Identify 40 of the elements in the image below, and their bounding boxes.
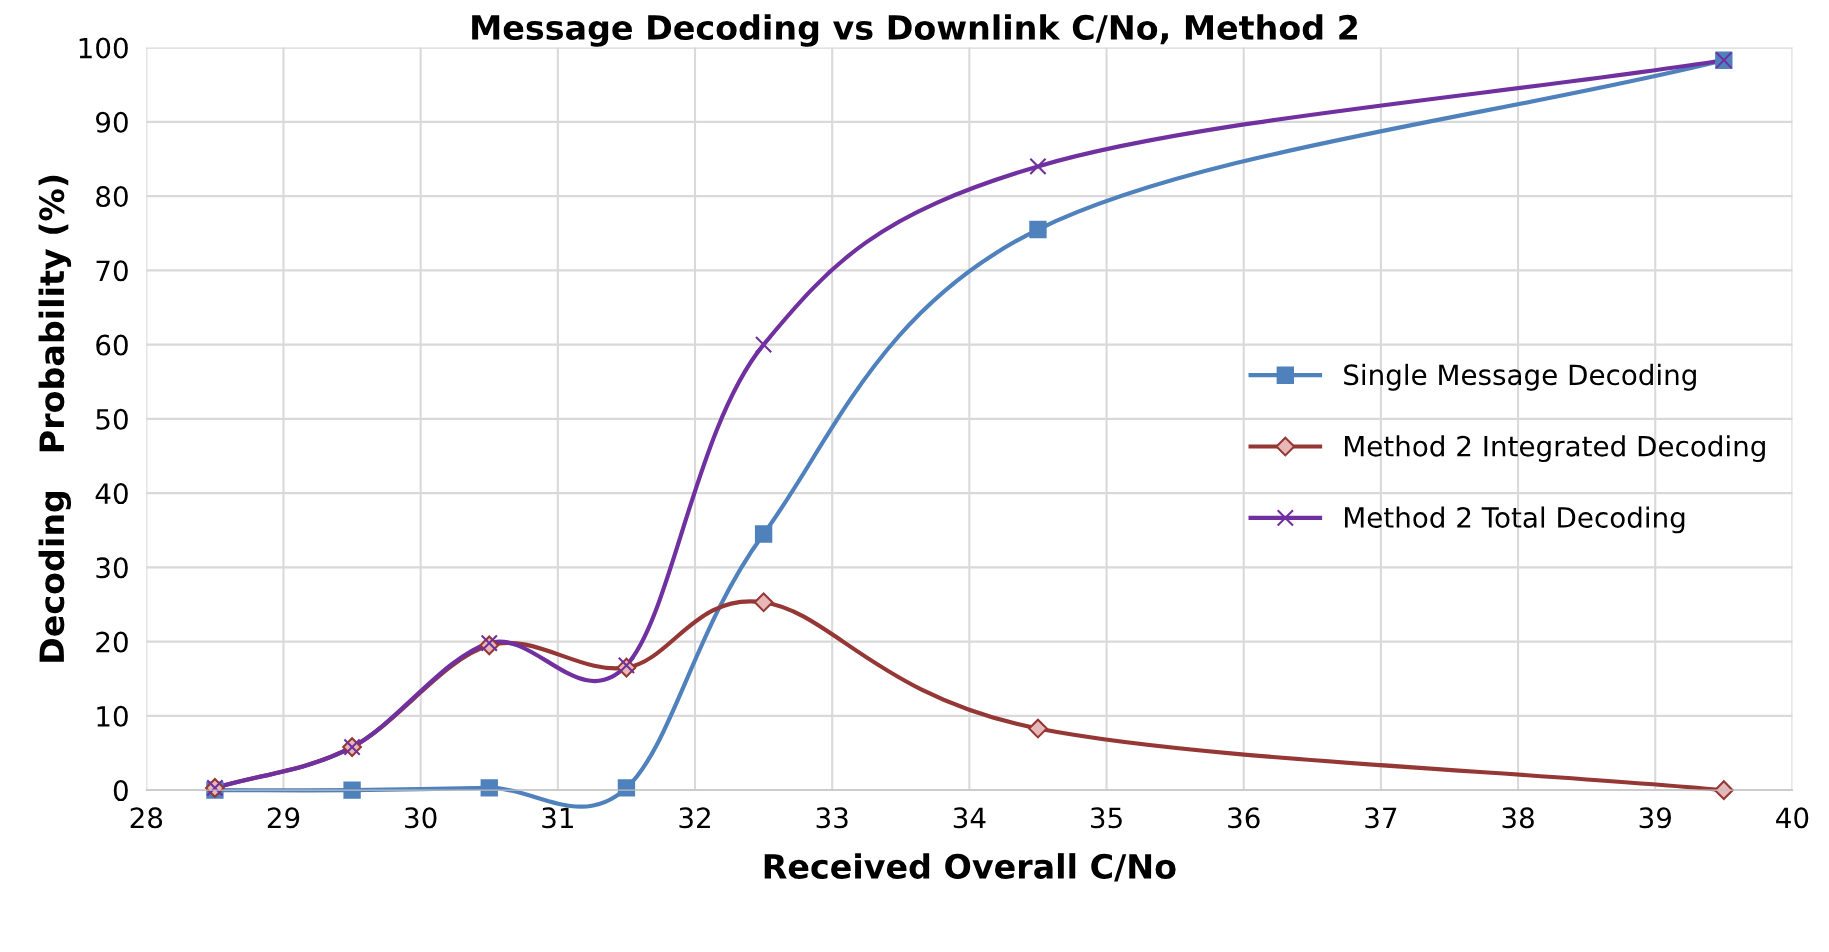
- chart-title: Message Decoding vs Downlink C/No, Method 2: [472, 14, 1357, 47]
- y-tick-label: 60: [96, 334, 128, 356]
- y-tick-label: 100: [79, 37, 128, 59]
- x-tick-label: 33: [816, 807, 848, 829]
- x-tick-label: 34: [953, 807, 986, 829]
- x-tick-label: 30: [405, 807, 437, 829]
- x-tick-label: 29: [267, 807, 300, 829]
- point: [754, 525, 773, 543]
- x-axis-title: Received Overall C/No: [764, 853, 1176, 882]
- point: [1029, 220, 1047, 239]
- legend-label: Method 2 Total Decoding: [1344, 506, 1685, 534]
- x-tick-label: 32: [679, 807, 710, 829]
- point: [753, 592, 774, 613]
- point: [1029, 157, 1047, 176]
- y-tick-label: 90: [96, 111, 128, 133]
- x-tick-label: 28: [130, 807, 163, 829]
- x-tick-label: 37: [1365, 807, 1397, 829]
- y-tick-label: 0: [113, 780, 128, 802]
- x-tick-label: 31: [542, 807, 573, 829]
- y-tick-label: 50: [96, 408, 128, 430]
- y-tick-label: 30: [96, 557, 128, 579]
- y-tick-label: 40: [95, 483, 128, 505]
- y-tick-label: 80: [96, 186, 128, 208]
- point: [343, 781, 361, 799]
- x-tick-label: 39: [1639, 807, 1671, 829]
- legend-label: Single Message Decoding: [1344, 363, 1696, 391]
- y-tick-label: 10: [97, 705, 128, 727]
- x-tick-label: 36: [1228, 807, 1260, 829]
- point: [617, 779, 636, 797]
- x-tick-label: 38: [1502, 807, 1534, 829]
- y-tick-label: 20: [96, 631, 128, 653]
- point: [1713, 780, 1734, 801]
- x-tick-label: 40: [1776, 807, 1809, 829]
- point: [1028, 718, 1048, 739]
- legend-label: Method 2 Integrated Decoding: [1344, 435, 1765, 463]
- y-axis-title: Decoding Probability (%): [38, 175, 72, 662]
- x-tick-label: 35: [1090, 807, 1122, 829]
- point: [754, 335, 773, 354]
- point: [480, 779, 498, 797]
- y-tick-label: 70: [96, 260, 128, 282]
